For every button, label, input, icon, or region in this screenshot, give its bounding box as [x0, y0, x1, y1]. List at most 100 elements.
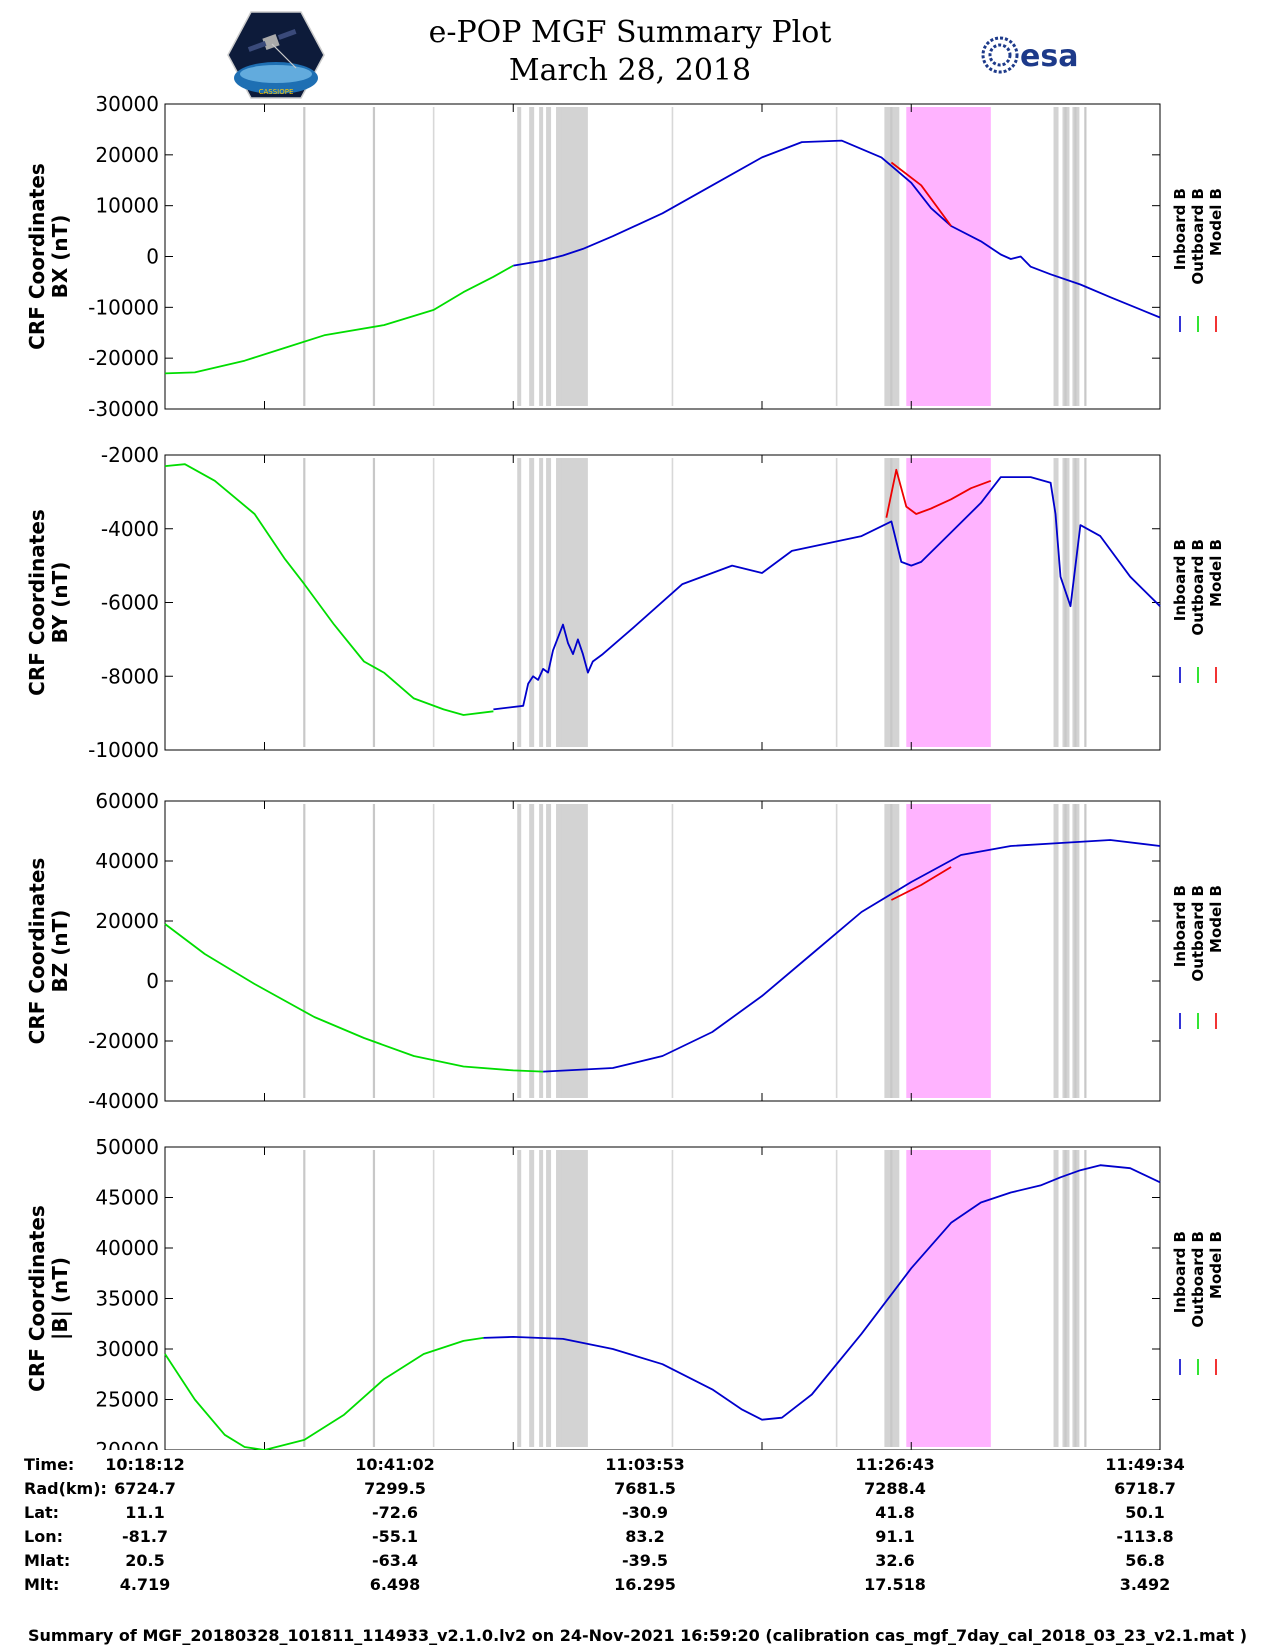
y-tick-label: 40000 [95, 1236, 159, 1260]
y-tick-label: 20000 [95, 909, 159, 933]
info-cell: 11:26:43 [855, 1455, 935, 1474]
series-outboard-b [164, 264, 514, 375]
info-cell: 16.295 [614, 1575, 676, 1594]
info-cell: 6718.7 [1114, 1479, 1176, 1498]
y-axis-label-line: CRF Coordinates [25, 1205, 49, 1392]
info-cell: 10:18:12 [105, 1455, 185, 1474]
y-tick-label: -2000 [101, 443, 159, 467]
y-tick-label: 0 [146, 245, 159, 269]
info-cell: 4.719 [119, 1575, 171, 1594]
grey-thin-band-4 [546, 107, 552, 406]
grey-thin-band-1 [517, 107, 522, 406]
y-axis-label-line: BX (nT) [48, 215, 72, 299]
info-cell: 11.1 [125, 1503, 165, 1522]
plot-3-background [165, 801, 1160, 1101]
grey-thin-band-3 [539, 1150, 544, 1447]
header: CASSIOPE e-POP MGF Summary Plot March 28… [0, 0, 1275, 100]
orbit-info-table: Time: 10:18:12 10:41:02 11:03:53 11:26:43 11:… [0, 1455, 1275, 1625]
grey-band-1 [561, 107, 588, 406]
grey-thin-band-4 [546, 804, 552, 1098]
magenta-band-1 [906, 107, 991, 406]
legend-label: Outboard B [1189, 539, 1207, 636]
y-axis-label: CRF CoordinatesBY (nT) [25, 509, 72, 696]
info-cell: 91.1 [875, 1527, 915, 1546]
info-cell: 11:03:53 [605, 1455, 685, 1474]
info-row-label: Time: [24, 1455, 75, 1474]
info-row: Lat: 11.1 -72.6 -30.9 41.8 50.1 [0, 1503, 1275, 1527]
info-cell: -113.8 [1116, 1527, 1174, 1546]
y-axis-label: CRF CoordinatesBZ (nT) [25, 858, 72, 1045]
grey-thin-band-5 [556, 458, 562, 747]
grey-band-1 [561, 458, 588, 747]
info-cell: 56.8 [1125, 1551, 1165, 1570]
series-outboard-b [164, 923, 544, 1073]
info-cell: 20.5 [125, 1551, 165, 1570]
grey-band-1 [561, 804, 588, 1098]
info-cell: 41.8 [875, 1503, 915, 1522]
grey-thin-band-2 [529, 458, 535, 747]
y-tick-label: 35000 [95, 1287, 159, 1311]
y-tick-label: -40000 [88, 1089, 159, 1113]
grey-thin-band-4 [546, 1150, 552, 1447]
grey-thin-band-3 [539, 804, 544, 1098]
footer-summary: Summary of MGF_20180328_101811_114933_v2… [27, 1626, 1248, 1645]
y-tick-label: -30000 [88, 397, 159, 421]
y-axis-label-line: CRF Coordinates [25, 858, 49, 1045]
info-cell: 7299.5 [364, 1479, 426, 1498]
series-model-b [890, 161, 952, 227]
y-axis-label-line: CRF Coordinates [25, 163, 49, 350]
esa-logo: esa [980, 30, 1100, 80]
plot-title: e-POP MGF Summary Plot March 28, 2018 [400, 14, 860, 90]
grey-thin-band-5 [556, 1150, 562, 1447]
info-cell: 6.498 [369, 1575, 421, 1594]
y-tick-label: -10000 [88, 295, 159, 319]
series-outboard-b [164, 463, 494, 716]
y-tick-label: -6000 [101, 591, 159, 615]
info-cell: 10:41:02 [355, 1455, 435, 1474]
y-tick-label: -4000 [101, 517, 159, 541]
grey-band-3 [1053, 804, 1059, 1098]
legend-label: Outboard B [1189, 1231, 1207, 1328]
y-tick-label: -20000 [88, 346, 159, 370]
grey-band-3 [1053, 458, 1059, 747]
legend-label: Model B [1207, 188, 1225, 256]
info-cell: 32.6 [875, 1551, 915, 1570]
info-row-label: Mlt: [24, 1575, 60, 1594]
y-tick-label: 10000 [95, 194, 159, 218]
info-cell: 83.2 [625, 1527, 665, 1546]
info-cell: 7288.4 [864, 1479, 926, 1498]
series-inboard-b [543, 839, 1161, 1073]
legend-label: Model B [1207, 539, 1225, 607]
y-tick-label: -10000 [88, 738, 159, 762]
series-model-b [885, 468, 992, 518]
series-model-b [890, 866, 952, 901]
series-inboard-b [483, 1164, 1161, 1421]
grey-thin-band-2 [529, 107, 535, 406]
grey-thin-band-5 [556, 804, 562, 1098]
info-cell: -55.1 [371, 1527, 419, 1546]
info-cell: 17.518 [864, 1575, 926, 1594]
magenta-band-1 [906, 1150, 991, 1447]
info-row-label: Rad(km): [24, 1479, 107, 1498]
cassiope-logo: CASSIOPE [226, 10, 326, 100]
grey-thin-band-1 [517, 804, 522, 1098]
info-cell: 11:49:34 [1105, 1455, 1185, 1474]
plot-title-line2: March 28, 2018 [508, 53, 752, 88]
info-row-label: Mlat: [24, 1551, 71, 1570]
legend-label: Inboard B [1171, 188, 1189, 270]
y-axis-label-line: BZ (nT) [48, 910, 72, 993]
info-cell: 7681.5 [614, 1479, 676, 1498]
series-outboard-b [164, 1337, 484, 1450]
y-axis-label: CRF Coordinates|B| (nT) [25, 1205, 72, 1392]
grey-thin-band-3 [539, 107, 544, 406]
info-cell: -30.9 [621, 1503, 669, 1522]
y-axis-label-line: |B| (nT) [48, 1257, 72, 1340]
grey-thin-band-2 [529, 804, 535, 1098]
y-axis-label-line: BY (nT) [48, 562, 72, 644]
grey-thin-band-4 [546, 458, 552, 747]
series-inboard-b [493, 476, 1161, 711]
legend-label: Outboard B [1189, 188, 1207, 285]
grey-thin-band-1 [517, 1150, 522, 1447]
info-cell: -39.5 [621, 1551, 669, 1570]
